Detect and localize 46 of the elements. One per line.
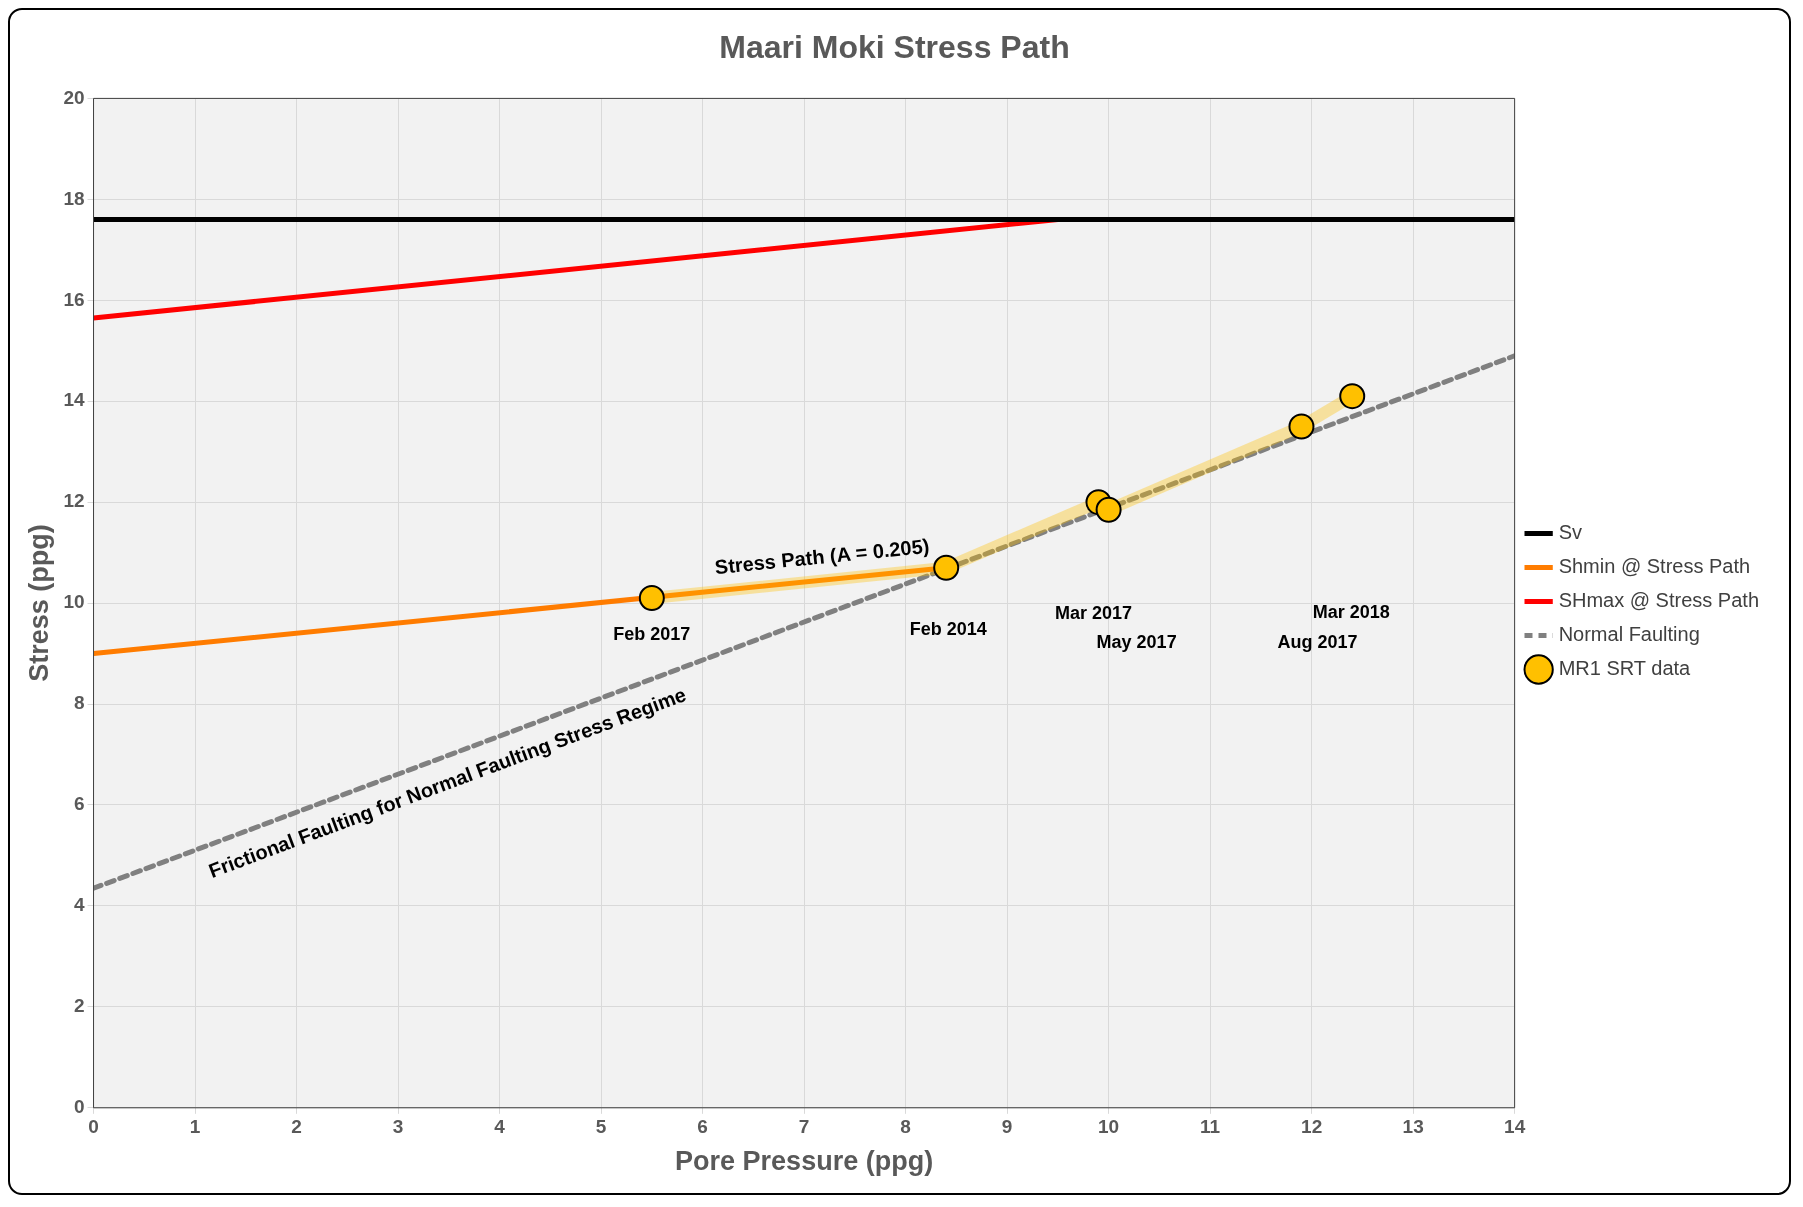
annotation: Aug 2017	[1277, 632, 1358, 653]
x-tick-label: 14	[1504, 1116, 1526, 1138]
annotation: Mar 2018	[1312, 602, 1390, 623]
annotation: Feb 2014	[909, 618, 987, 639]
x-tick-label: 10	[1098, 1116, 1120, 1138]
x-tick-label: 11	[1200, 1116, 1221, 1138]
legend-label: Normal Faulting	[1558, 623, 1700, 646]
annotation: Stress Path (A = 0.205)	[713, 534, 931, 579]
y-tick-label: 18	[63, 187, 85, 209]
x-axis-title: Pore Pressure (ppg)	[675, 1146, 934, 1177]
annotation: May 2017	[1096, 631, 1177, 652]
annotation: Mar 2017	[1054, 603, 1132, 624]
point	[1288, 413, 1315, 440]
y-tick-label: 10	[63, 591, 85, 613]
x-tick-label: 2	[291, 1116, 302, 1138]
x-tick-label: 4	[494, 1116, 506, 1138]
point	[638, 585, 665, 612]
y-tick-label: 16	[63, 288, 85, 310]
legend-label: Sv	[1558, 521, 1582, 544]
y-tick-label: 2	[73, 995, 85, 1017]
x-tick-label: 7	[798, 1116, 810, 1138]
chart-title: Maari Moki Stress Path	[719, 29, 1070, 66]
y-tick-label: 4	[73, 894, 85, 916]
legend-label: SHmax @ Stress Path	[1558, 589, 1760, 612]
y-tick-label: 6	[73, 793, 85, 815]
y-tick-label: 14	[63, 389, 85, 411]
x-tick-label: 12	[1301, 1116, 1323, 1138]
x-tick-label: 1	[189, 1116, 201, 1138]
annotation: Feb 2017	[613, 624, 691, 645]
x-tick-label: 8	[900, 1116, 911, 1138]
legend-label: Shmin @ Stress Path	[1558, 555, 1751, 578]
x-tick-label: 6	[697, 1116, 708, 1138]
x-tick-label: 3	[392, 1116, 404, 1138]
point	[933, 554, 960, 581]
legend-label: MR1 SRT data	[1558, 657, 1692, 680]
y-tick-label: 8	[73, 692, 85, 714]
point	[1095, 496, 1122, 523]
y-axis-title: Stress (ppg)	[23, 524, 54, 682]
y-tick-label: 20	[63, 86, 85, 108]
x-tick-label: 0	[88, 1116, 99, 1138]
y-tick-label: 12	[63, 490, 85, 512]
x-tick-label: 13	[1402, 1116, 1424, 1138]
x-tick-label: 5	[595, 1116, 607, 1138]
x-tick-label: 9	[1001, 1116, 1013, 1138]
point	[1339, 383, 1366, 410]
y-tick-label: 0	[73, 1096, 85, 1118]
